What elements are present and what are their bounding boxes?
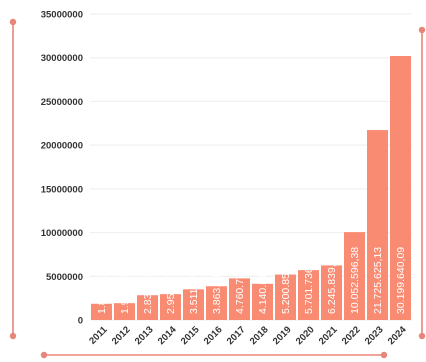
data-label: 10.052.596,38: [349, 247, 361, 314]
y-tick-label: 25000000: [41, 97, 83, 108]
bar: [114, 303, 135, 320]
y-tick-label: 15000000: [41, 184, 83, 195]
frame-dot: [418, 332, 426, 340]
y-tick-label: 30000000: [41, 53, 83, 64]
x-tick-label: 2018: [248, 324, 271, 347]
data-labels: 1.858.822,67 1.927.820,04 2.835.290,20 2.95…: [96, 247, 407, 314]
x-tick-label: 2022: [340, 324, 363, 347]
bar: [344, 232, 365, 320]
y-axis: 0 5000000 10000000 15000000 20000000 25000000…: [41, 10, 83, 327]
x-tick-label: 2021: [317, 324, 340, 347]
x-tick-label: 2017: [225, 324, 248, 347]
bar: [137, 295, 158, 320]
data-label: 1.927.820,04: [119, 253, 131, 314]
frame-dot: [9, 332, 17, 340]
x-axis: 2011 2012 2013 2014 2015 2016 2017 2018 2019 2020…: [87, 324, 409, 347]
x-tick-label: 2012: [110, 324, 133, 347]
data-label: 2.835.290,20: [142, 253, 154, 314]
y-tick-label: 0: [78, 316, 83, 327]
y-tick-label: 35000000: [41, 10, 83, 21]
decorative-frame: [9, 18, 426, 359]
y-tick-label: 5000000: [46, 272, 83, 283]
x-tick-label: 2023: [363, 324, 386, 347]
x-tick-label: 2024: [386, 324, 409, 347]
data-label: 30.199.640,09: [395, 247, 407, 314]
frame-dot: [380, 351, 388, 359]
x-tick-label: 2015: [179, 324, 202, 347]
x-tick-label: 2011: [87, 324, 110, 347]
bar: [229, 278, 250, 320]
frame-dot: [9, 18, 17, 26]
frame-dot: [40, 351, 48, 359]
x-tick-label: 2019: [271, 324, 294, 347]
bar: [390, 55, 411, 320]
bar: [298, 270, 319, 320]
data-label: 21.725.625,13: [372, 247, 384, 314]
bar: [252, 283, 273, 320]
bar: [183, 289, 204, 320]
data-label: 3.511.883,00: [188, 253, 200, 314]
bar: [160, 294, 181, 320]
bar: [206, 286, 227, 320]
bar: [91, 303, 112, 320]
x-tick-label: 2014: [156, 324, 179, 347]
y-tick-label: 10000000: [41, 228, 83, 239]
x-tick-label: 2016: [202, 324, 225, 347]
data-label: 3.863.411,10: [211, 253, 223, 314]
data-label: 6.245.839,63: [326, 253, 338, 314]
data-label: 1.858.822,67: [96, 253, 108, 314]
bar: [367, 130, 388, 320]
data-label: 4.760.778,65: [234, 253, 246, 314]
frame-dot: [418, 26, 426, 34]
x-tick-label: 2013: [133, 324, 156, 347]
x-tick-label: 2020: [294, 324, 317, 347]
y-tick-label: 20000000: [41, 141, 83, 152]
bar: [321, 265, 342, 320]
data-label: 5.200.855,95: [280, 253, 292, 314]
data-label: 2.955.787,47: [165, 253, 177, 314]
data-label: 4.140.816,84: [257, 253, 269, 314]
bar: [275, 274, 296, 320]
bars: [91, 55, 411, 320]
data-label: 5.701.736,63: [303, 253, 315, 314]
